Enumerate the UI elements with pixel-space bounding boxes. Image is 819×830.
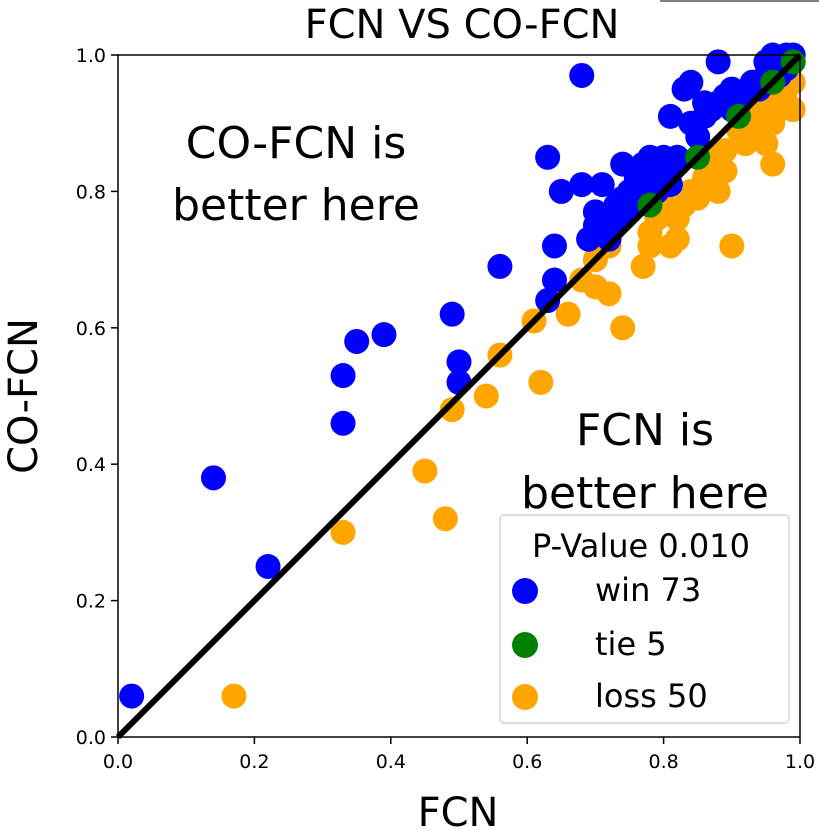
point-win [439,301,465,327]
y-tick-label: 0.0 [76,727,106,749]
legend-box [499,514,790,724]
point-loss [596,281,622,307]
x-tick-label: 0.6 [512,751,542,773]
legend-label-loss: loss 50 [595,677,708,715]
annotation-upper-left-line1: CO-FCN is [186,118,407,169]
point-loss [705,178,731,204]
data-points [119,42,806,709]
legend-marker-win [512,578,538,604]
y-tick-label: 0.6 [76,318,106,340]
chart-title: FCN VS CO-FCN [305,2,620,48]
y-tick-label: 0.4 [76,454,106,476]
point-win [535,144,561,170]
point-win [705,49,731,75]
point-loss [432,506,458,532]
point-loss [610,315,636,341]
point-win [541,267,567,293]
y-tick-label: 1.0 [76,45,106,67]
legend-marker-loss [512,684,538,710]
point-win [569,172,595,198]
point-loss [221,683,247,709]
point-loss [719,233,745,259]
annotation-lower-right-line2: better here [521,468,769,519]
x-tick-label: 1.0 [785,751,815,773]
point-win [255,554,281,579]
legend-label-tie: tie 5 [595,625,667,663]
point-loss [528,369,554,395]
x-tick-label: 0.4 [376,751,406,773]
plot-frame [117,54,801,738]
y-tick-label: 0.2 [76,591,106,613]
point-loss [685,185,711,211]
y-tick-label: 0.8 [76,181,106,203]
point-win [644,151,670,177]
point-win [446,349,472,375]
point-win [692,90,718,116]
legend-title: P-Value 0.010 [532,527,750,565]
y-axis-label: CO-FCN [1,318,47,474]
point-loss [412,458,438,484]
point-loss [760,151,786,177]
point-win [657,103,683,129]
point-win [664,144,690,170]
annotation-lower-right-line1: FCN is [576,405,714,456]
point-loss [473,383,499,409]
point-win [119,683,145,709]
point-loss [630,253,656,279]
point-win [330,363,356,389]
point-win [487,253,513,279]
x-tick-label: 0.8 [648,751,678,773]
point-loss [712,137,738,163]
point-win [685,124,711,150]
diagonal-line [115,52,803,740]
point-loss [712,158,738,184]
point-win [344,328,370,354]
point-win [535,288,561,314]
point-win [569,62,595,88]
legend-marker-tie [512,632,538,658]
point-loss [664,226,690,252]
point-win [330,410,356,436]
axis-ticks: 0.0 0.2 0.4 0.6 0.8 1.0 0.0 0.2 0.4 0.6 0.8 1.0 [76,45,815,773]
x-axis-label: FCN [418,790,499,830]
x-tick-label: 0.0 [103,751,133,773]
legend-label-win: win 73 [595,571,701,609]
x-tick-label: 0.2 [239,751,269,773]
point-win [589,172,615,198]
point-win [371,322,397,348]
point-win [548,178,574,204]
point-loss [555,301,581,327]
point-loss [439,397,465,423]
point-win [200,465,226,491]
point-loss [780,97,806,123]
point-loss [753,131,779,157]
annotation-upper-left-line2: better here [172,180,420,231]
point-loss [330,519,356,545]
point-win [678,69,704,95]
point-win [541,233,567,259]
legend: P-Value 0.010 win 73 tie 5 loss 50 [499,514,790,724]
